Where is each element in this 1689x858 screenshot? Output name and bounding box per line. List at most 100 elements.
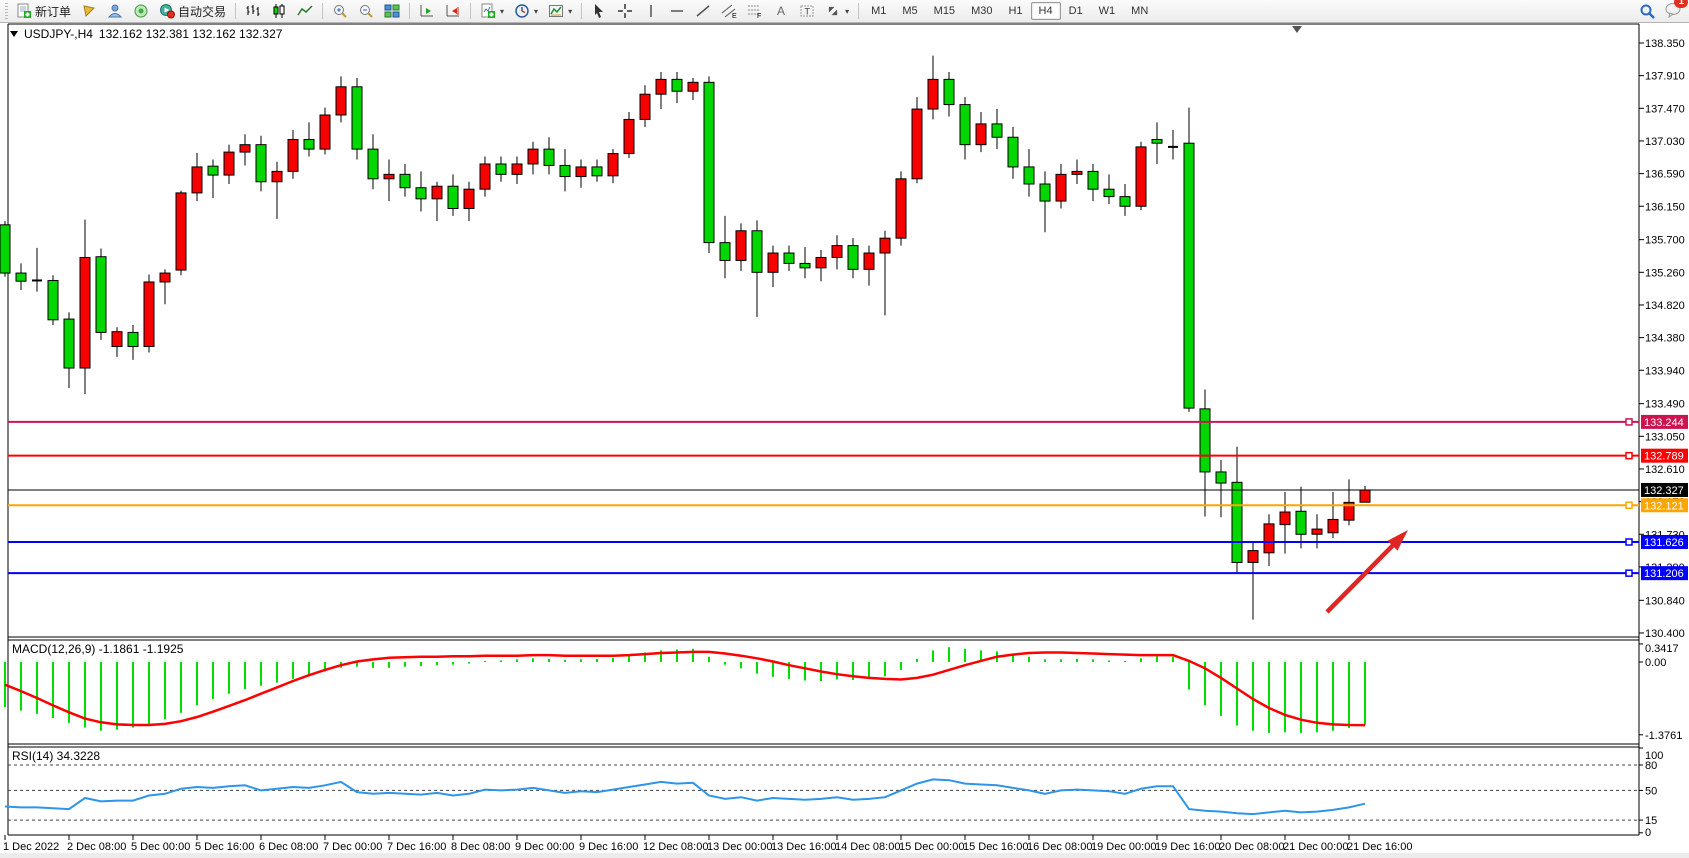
- svg-text:21 Dec 00:00: 21 Dec 00:00: [1283, 841, 1348, 853]
- price-axis: 138.350 137.910 137.470 137.030 136.590 136.1…: [1639, 38, 1685, 640]
- bar-chart-icon: [245, 3, 261, 19]
- svg-text:9 Dec 00:00: 9 Dec 00:00: [515, 841, 574, 853]
- cursor-tool-button[interactable]: [586, 0, 612, 23]
- bar-chart-button[interactable]: [240, 0, 266, 23]
- svg-text:50: 50: [1645, 785, 1657, 797]
- svg-text:12 Dec 08:00: 12 Dec 08:00: [643, 841, 708, 853]
- svg-text:137.030: 137.030: [1645, 136, 1685, 148]
- main-toolbar: 新订单 自动交易: [0, 0, 1689, 23]
- text-tool-button[interactable]: A: [768, 0, 794, 23]
- svg-text:1 Dec 2022: 1 Dec 2022: [3, 841, 59, 853]
- svg-text:6 Dec 08:00: 6 Dec 08:00: [259, 841, 318, 853]
- svg-text:136.150: 136.150: [1645, 201, 1685, 213]
- svg-text:5 Dec 00:00: 5 Dec 00:00: [131, 841, 190, 853]
- search-icon[interactable]: [1639, 3, 1655, 19]
- trendline-tool-button[interactable]: [690, 0, 716, 23]
- svg-text:133.050: 133.050: [1645, 431, 1685, 443]
- timeframe-M15[interactable]: M15: [933, 5, 956, 17]
- svg-text:19 Dec 16:00: 19 Dec 16:00: [1155, 841, 1220, 853]
- periods-button[interactable]: ▾: [509, 0, 543, 23]
- svg-text:2 Dec 08:00: 2 Dec 08:00: [67, 841, 126, 853]
- toolbar-separator: [235, 3, 237, 19]
- svg-text:80: 80: [1645, 760, 1657, 772]
- text-label-tool-button[interactable]: T: [794, 0, 820, 23]
- vertical-line-tool-button[interactable]: [638, 0, 664, 23]
- tile-windows-icon: [384, 3, 400, 19]
- dropdown-caret-icon: ▾: [568, 6, 573, 16]
- timeframe-H1[interactable]: H1: [1008, 5, 1023, 17]
- line-chart-button[interactable]: [292, 0, 318, 23]
- tile-windows-button[interactable]: [379, 0, 405, 23]
- svg-text:132.610: 132.610: [1645, 464, 1685, 476]
- new-chart-button[interactable]: ▾: [475, 0, 509, 23]
- timeframe-M1[interactable]: M1: [871, 5, 887, 17]
- timeframe-W1[interactable]: W1: [1098, 5, 1116, 17]
- toolbar-separator: [322, 3, 324, 19]
- svg-text:7 Dec 16:00: 7 Dec 16:00: [387, 841, 446, 853]
- horizontal-line-tool-button[interactable]: [664, 0, 690, 23]
- dropdown-caret-icon: ▾: [845, 6, 850, 16]
- svg-text:15: 15: [1645, 815, 1657, 827]
- timeframe-M30[interactable]: M30: [971, 5, 993, 17]
- svg-text:0: 0: [1645, 827, 1651, 839]
- toolbar-separator: [409, 3, 411, 19]
- annotation-arrow[interactable]: [1325, 530, 1408, 614]
- toolbar-separator: [858, 3, 860, 19]
- symbol-dropdown-icon[interactable]: [10, 31, 18, 37]
- equidistant-channel-tool-button[interactable]: E: [716, 0, 742, 23]
- svg-text:5 Dec 16:00: 5 Dec 16:00: [195, 841, 254, 853]
- fibonacci-tool-button[interactable]: F: [742, 0, 768, 23]
- svg-text:T: T: [805, 7, 811, 17]
- auto-scroll-button[interactable]: [414, 0, 440, 23]
- rsi-levels: [8, 764, 1639, 821]
- timeframe-MN[interactable]: MN: [1131, 5, 1149, 17]
- candles: [0, 55, 1371, 620]
- svg-text:130.840: 130.840: [1645, 595, 1685, 607]
- macd-indicator-label: MACD(12,26,9) -1.1861 -1.1925: [12, 642, 184, 656]
- templates-button[interactable]: ▾: [543, 0, 577, 23]
- zoom-in-icon: [332, 3, 348, 19]
- chart-symbol-period: USDJPY-,H4: [24, 27, 93, 41]
- zoom-out-button[interactable]: [353, 0, 379, 23]
- candlestick-chart-button[interactable]: [266, 0, 292, 23]
- chart-shift-marker[interactable]: [1292, 26, 1302, 33]
- autotrading-button[interactable]: 自动交易: [154, 0, 231, 23]
- cursor-icon: [591, 3, 607, 19]
- svg-text:14 Dec 08:00: 14 Dec 08:00: [835, 841, 900, 853]
- text-icon: A: [773, 3, 789, 19]
- chat-button[interactable]: 1: [1665, 0, 1688, 21]
- rsi-indicator-label: RSI(14) 34.3228: [12, 749, 101, 763]
- zoom-in-button[interactable]: [327, 0, 353, 23]
- time-axis: 1 Dec 2022 2 Dec 08:00 5 Dec 00:00 5 Dec 16…: [0, 835, 1689, 858]
- macd-pane: 0.3417 0.00 -1.3761: [4, 643, 1682, 742]
- svg-text:19 Dec 00:00: 19 Dec 00:00: [1091, 841, 1156, 853]
- crosshair-tool-button[interactable]: [612, 0, 638, 23]
- chart-shift-button[interactable]: [440, 0, 466, 23]
- timeframe-M5[interactable]: M5: [902, 5, 918, 17]
- svg-text:F: F: [757, 13, 761, 19]
- svg-text:133.490: 133.490: [1645, 399, 1685, 411]
- profile-button[interactable]: [102, 0, 128, 23]
- horizontal-line-icon: [669, 3, 685, 19]
- new-order-button[interactable]: 新订单: [11, 0, 76, 23]
- svg-text:20 Dec 08:00: 20 Dec 08:00: [1219, 841, 1284, 853]
- svg-text:15 Dec 00:00: 15 Dec 00:00: [899, 841, 964, 853]
- timeframe-H4[interactable]: H4: [1030, 2, 1061, 20]
- svg-text:134.820: 134.820: [1645, 300, 1685, 312]
- svg-text:7 Dec 00:00: 7 Dec 00:00: [323, 841, 382, 853]
- market-button[interactable]: [128, 0, 154, 23]
- arrows-tool-button[interactable]: ▾: [820, 0, 854, 23]
- svg-text:8 Dec 08:00: 8 Dec 08:00: [451, 841, 510, 853]
- svg-text:138.350: 138.350: [1645, 38, 1685, 50]
- new-order-icon: [16, 3, 32, 19]
- vertical-line-icon: [643, 3, 659, 19]
- svg-text:132.327: 132.327: [1644, 485, 1684, 497]
- svg-text:132.121: 132.121: [1644, 500, 1684, 512]
- dropdown-caret-icon: ▾: [534, 6, 539, 16]
- svg-text:13 Dec 16:00: 13 Dec 16:00: [771, 841, 836, 853]
- timeframe-D1[interactable]: D1: [1068, 5, 1083, 17]
- metaquotes-button[interactable]: [76, 0, 102, 23]
